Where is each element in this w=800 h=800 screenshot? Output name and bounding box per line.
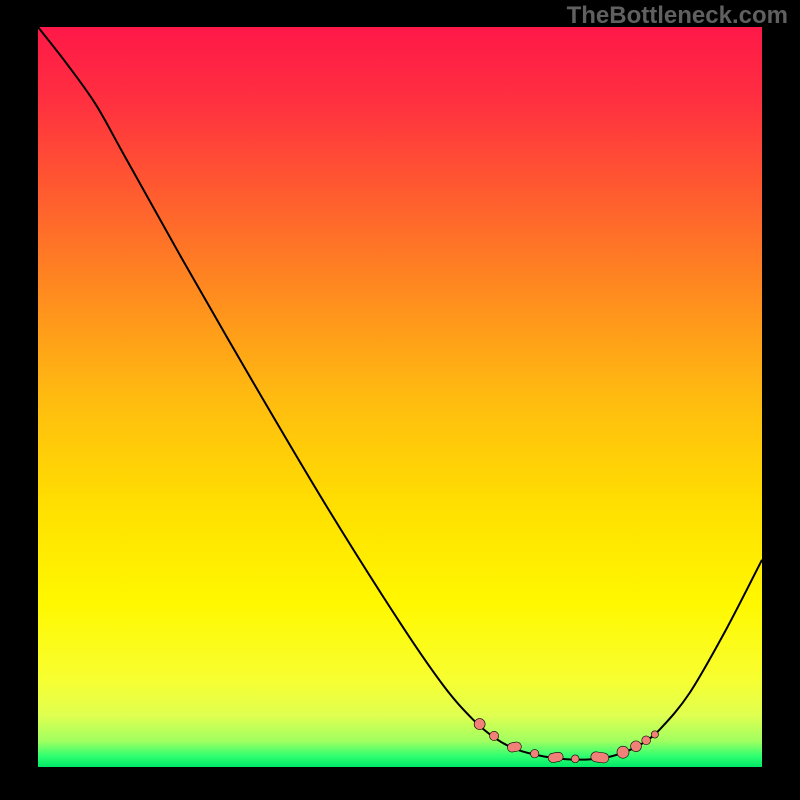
chart-svg: [0, 0, 800, 800]
marker-dot: [571, 755, 579, 763]
marker-dot: [631, 741, 642, 752]
marker-dot: [617, 746, 629, 758]
bottleneck-chart: TheBottleneck.com: [0, 0, 800, 800]
marker-dot: [651, 731, 658, 738]
marker-dot: [490, 731, 499, 740]
marker-dot: [642, 736, 651, 745]
marker-dot: [530, 749, 538, 757]
watermark-text: TheBottleneck.com: [567, 2, 788, 30]
marker-dot: [474, 719, 485, 730]
plot-background-gradient: [38, 27, 762, 767]
